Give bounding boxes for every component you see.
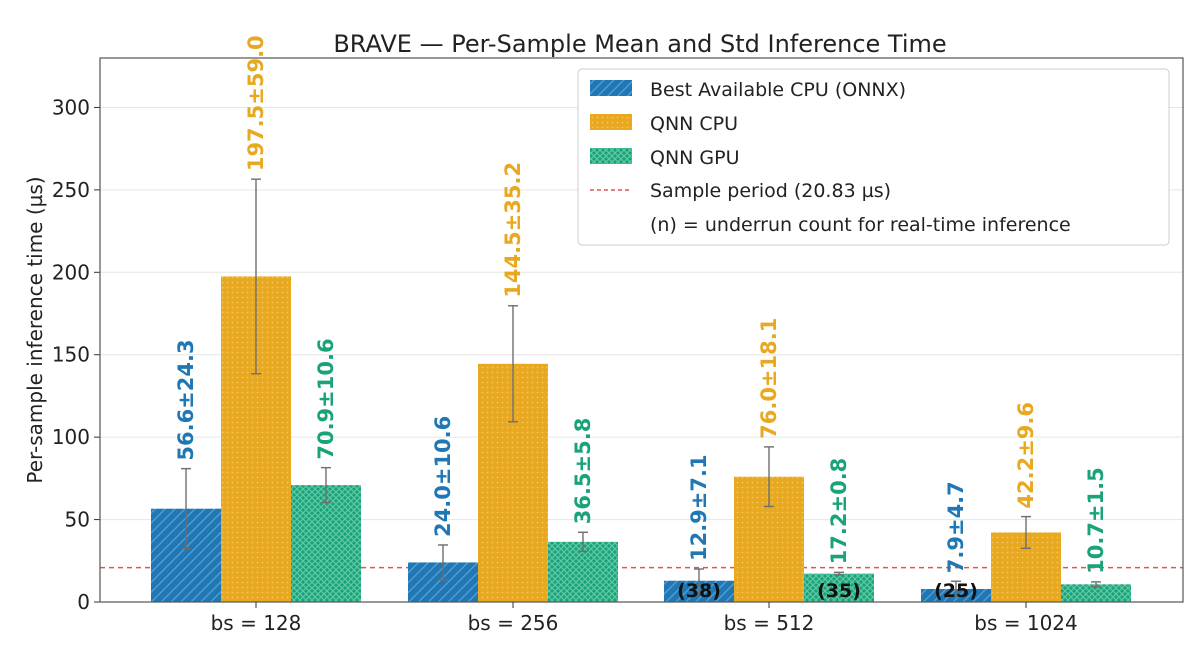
- legend-swatch-qnn-cpu: [590, 114, 632, 130]
- bar-qnn-gpu: [804, 573, 874, 602]
- legend-swatch-qnn-gpu: [590, 148, 632, 164]
- chart-title: BRAVE — Per-Sample Mean and Std Inferenc…: [333, 30, 946, 58]
- x-tick-label: bs = 512: [724, 611, 815, 635]
- legend-frame: [577, 68, 1170, 246]
- legend-label-sample-period: Sample period (20.83 µs): [650, 180, 891, 202]
- legend-label-qnn-gpu: QNN GPU: [650, 147, 740, 169]
- axes-group: 0 50 100 150 200 250 300 bs = 128 bs = 256 bs = 5…: [52, 57, 1184, 635]
- bars-group: [151, 276, 1131, 602]
- underrun-count-label: (38): [677, 580, 721, 602]
- bar-value-label: 7.9±4.7: [944, 481, 968, 573]
- y-tick-label: 200: [52, 260, 90, 284]
- bar-value-label: 36.5±5.8: [571, 418, 595, 525]
- x-tick-label: bs = 256: [468, 611, 559, 635]
- underrun-count-label: (25): [934, 580, 978, 602]
- y-tick-label: 300: [52, 95, 90, 119]
- x-tick-label: bs = 128: [211, 611, 302, 635]
- bar-labels-group: 56.6±24.3 197.5±59.0 70.9±10.6 24.0±10.6 144…: [174, 35, 1108, 602]
- bar-qnn-gpu: [1061, 584, 1131, 602]
- y-axis-title: Per-sample inference time (µs): [23, 176, 47, 483]
- bar-value-label: 17.2±0.8: [827, 458, 851, 565]
- bar-value-label: 76.0±18.1: [757, 318, 781, 439]
- bar-value-label: 24.0±10.6: [431, 416, 455, 537]
- y-tick-label: 100: [52, 425, 90, 449]
- error-bars-group: [181, 178, 1101, 598]
- legend-label-onnx: Best Available CPU (ONNX): [650, 79, 906, 101]
- x-tick-label: bs = 1024: [974, 611, 1078, 635]
- legend: Best Available CPU (ONNX) QNN CPU QNN GP…: [577, 68, 1170, 246]
- y-tick-label: 150: [52, 343, 90, 367]
- bar-value-label: 10.7±1.5: [1084, 467, 1108, 574]
- bar-value-label: 197.5±59.0: [244, 35, 268, 171]
- y-tick-label: 50: [65, 508, 90, 532]
- bar-value-label: 70.9±10.6: [314, 338, 338, 459]
- underrun-count-label: (35): [817, 580, 861, 602]
- bar-qnn-gpu: [291, 485, 361, 602]
- legend-swatch-onnx: [590, 80, 632, 96]
- bar-value-label: 56.6±24.3: [174, 339, 198, 460]
- bar-value-label: 12.9±7.1: [687, 454, 711, 561]
- plot-frame: [99, 57, 1184, 603]
- legend-note-underrun: (n) = underrun count for real-time infer…: [650, 214, 1071, 236]
- legend-label-qnn-cpu: QNN CPU: [650, 113, 738, 135]
- y-tick-label: 250: [52, 178, 90, 202]
- bar-value-label: 42.2±9.6: [1014, 402, 1038, 509]
- y-tick-label: 0: [77, 590, 90, 614]
- bar-value-label: 144.5±35.2: [501, 162, 525, 298]
